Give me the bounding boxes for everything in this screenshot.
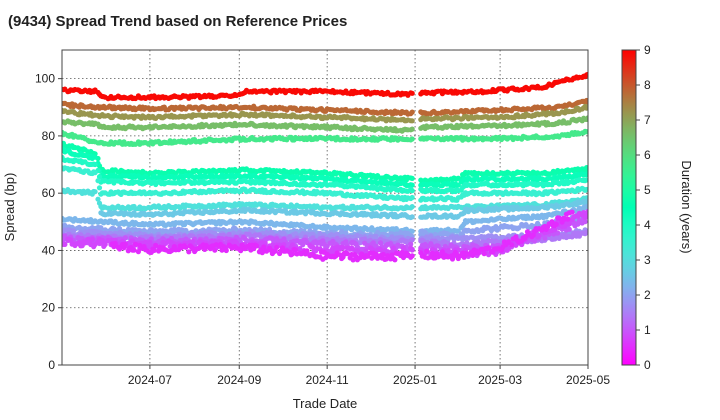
- scatter-point: [409, 90, 415, 96]
- scatter-point: [409, 109, 415, 115]
- series-duration-7.8: [62, 97, 588, 117]
- scatter-point: [62, 241, 68, 247]
- scatter-point: [409, 204, 415, 210]
- scatter-point: [409, 188, 415, 194]
- scatter-point: [89, 236, 95, 242]
- scatter-point: [585, 71, 588, 77]
- scatter-point: [585, 115, 588, 121]
- scatter-point: [566, 226, 572, 232]
- series-duration-8.9: [62, 71, 588, 102]
- series-duration-7.2: [62, 103, 588, 124]
- scatter-point: [92, 189, 98, 195]
- scatter-point: [409, 214, 415, 220]
- scatter-point: [92, 170, 98, 176]
- scatter-point: [409, 175, 415, 181]
- scatter-point: [96, 185, 103, 191]
- data-points: [62, 71, 588, 263]
- scatter-point: [92, 154, 98, 160]
- scatter-point: [409, 136, 415, 142]
- series-duration-4.7: [62, 140, 588, 186]
- scatter-point: [409, 118, 415, 124]
- scatter-point: [585, 99, 588, 105]
- scatter-point: [409, 126, 415, 132]
- series-duration-6.6: [62, 115, 588, 134]
- scatter-point: [542, 235, 548, 241]
- scatter-point: [585, 129, 588, 135]
- scatter-point: [409, 194, 415, 201]
- scatter-point: [585, 104, 588, 110]
- scatter-point: [95, 178, 101, 184]
- scatter-point: [92, 161, 98, 168]
- series-duration-5.7: [62, 128, 588, 147]
- chart-title: (9434) Spread Trend based on Reference P…: [8, 13, 347, 30]
